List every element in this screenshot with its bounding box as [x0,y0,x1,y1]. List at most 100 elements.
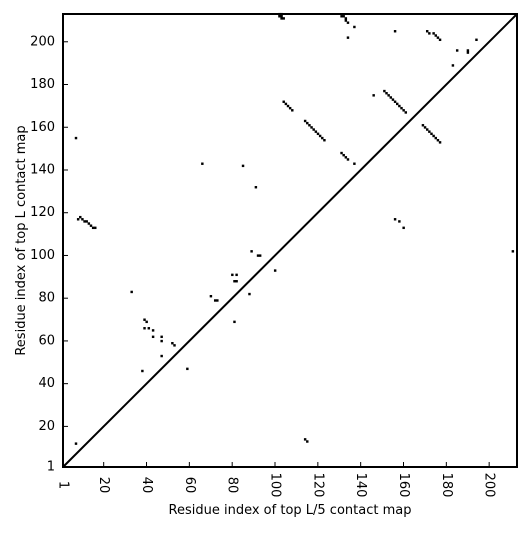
contact-point-lower [233,320,236,324]
contact-point-upper [342,153,345,157]
x-tick-label: 140 [353,473,368,498]
contact-point-upper [353,162,356,165]
contact-point-upper [425,30,429,33]
y-tick-label: 140 [30,162,55,177]
contact-point-lower [85,220,88,223]
contact-point-upper [511,250,515,253]
contact-point-lower [81,218,84,221]
contact-point-upper [383,89,386,93]
contact-point-upper [475,38,478,42]
contact-point-upper [402,109,405,112]
contact-point-upper [316,132,320,136]
x-tick-label: 60 [182,477,197,494]
contact-point-upper [393,218,397,221]
contact-point-upper [428,130,431,133]
y-tick-label: 120 [30,205,55,220]
contact-point-upper [344,156,348,159]
contact-point-lower [216,299,219,302]
contact-point-lower [201,162,204,165]
contact-point-upper [314,130,318,133]
contact-point-upper [438,38,442,42]
x-tick-label: 80 [225,477,240,494]
x-tick-label: 20 [96,477,111,494]
contact-point-lower [171,341,174,345]
contact-point-lower [235,273,238,277]
contact-point-upper [282,100,285,103]
contact-point-lower [94,226,97,230]
contact-point-lower [241,164,245,168]
contact-point-lower [141,369,144,373]
contact-point-upper [346,21,350,24]
contact-point-upper [306,121,309,125]
contact-point-lower [254,186,258,189]
contact-point-upper [286,104,290,108]
y-tick-label: 100 [30,248,55,263]
contact-point-lower [303,438,307,441]
contact-point-lower [151,329,155,332]
plot-frame [62,13,518,468]
contact-point-upper [428,32,431,35]
x-tick-label: 120 [310,473,325,498]
x-tick-label: 40 [139,477,154,494]
contact-point-lower [74,136,78,140]
contact-point-upper [396,102,399,106]
x-tick-label: 1 [56,481,71,489]
y-tick-label: 200 [30,34,55,49]
contact-point-upper [423,126,427,129]
contact-point-lower [256,254,260,257]
contact-point-upper [421,124,425,127]
contact-point-upper [430,132,433,136]
contact-point-upper [282,17,285,20]
contact-point-lower [74,442,78,445]
y-tick-label: 160 [30,120,55,135]
contact-point-upper [288,106,292,110]
contact-point-upper [391,98,395,101]
x-axis: 1 20 40 60 80 100 120 140 160 180 200 [56,462,497,497]
contact-point-upper [466,49,470,52]
contact-point-upper [353,25,356,29]
contact-point-lower [79,215,82,219]
contact-point-upper [291,109,294,112]
contact-point-lower [273,269,277,272]
contact-point-lower [143,318,146,321]
contact-point-lower [306,440,309,443]
contact-point-upper [342,15,345,18]
y-tick-label: 180 [30,77,55,92]
contact-point-upper [400,106,403,110]
contact-point-lower [209,294,213,298]
contact-point-lower [160,354,163,358]
contact-point-upper [387,94,390,97]
contact-point-lower [130,290,133,294]
contact-point-lower [160,339,163,343]
y-tick-label: 60 [38,333,55,348]
contact-point-upper [404,111,408,114]
x-tick-label: 160 [396,473,411,498]
contact-point-upper [455,49,459,52]
contact-point-upper [323,139,326,142]
contact-point-upper [385,91,388,95]
contact-point-upper [310,126,313,129]
contact-point-upper [432,32,435,35]
contact-point-upper [425,128,429,131]
diagonal-line [62,13,518,468]
y-axis-label: Residue index of top L contact map [14,125,29,355]
y-tick-label: 80 [38,291,55,306]
contact-point-lower [235,280,238,283]
contact-point-upper [402,226,405,230]
contact-point-upper [451,64,455,67]
contact-point-lower [186,367,189,371]
contact-point-upper [340,151,343,155]
points-layer [74,12,515,445]
contact-point-lower [87,222,91,225]
contact-point-lower [143,327,146,330]
contact-point-upper [432,134,435,138]
y-tick-label: 1 [47,460,55,475]
contact-point-lower [145,320,148,324]
contact-point-upper [344,19,348,22]
contact-point-lower [258,254,262,257]
y-tick-label: 20 [38,419,55,434]
x-tick-label: 200 [482,473,497,498]
contact-point-upper [278,15,281,18]
